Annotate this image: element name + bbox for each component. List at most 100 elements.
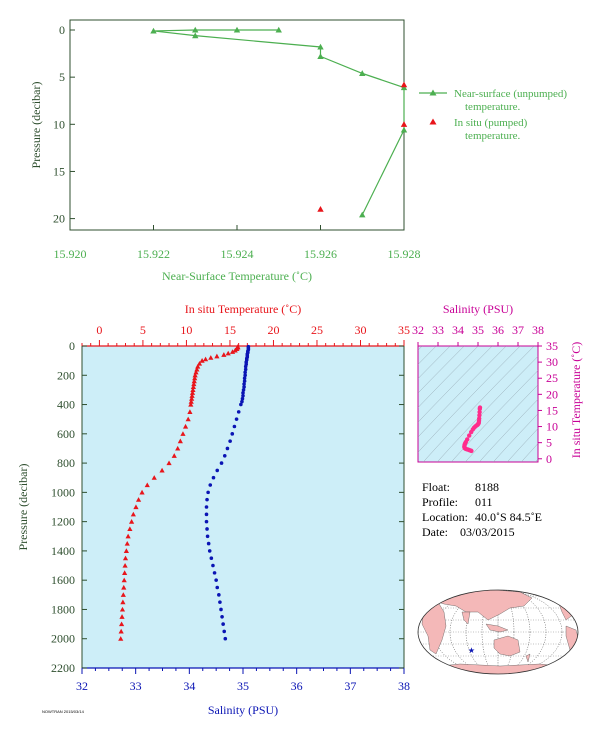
temperature-profile-points: [118, 344, 241, 641]
temperature-point: [129, 519, 135, 524]
profile-chart: 0200400600800100012001400160018002000220…: [16, 302, 410, 717]
temperature-axis-title: In situ Temperature (˚C): [185, 302, 302, 316]
temperature-point: [151, 475, 157, 480]
salinity-point: [243, 364, 248, 369]
salinity-point: [212, 571, 217, 575]
new-zealand-landmass: [525, 653, 531, 663]
salinity-point: [205, 534, 210, 539]
temperature-tick-label: 0: [96, 323, 102, 337]
salinity-point: [236, 410, 241, 414]
near-surface-x-axis-title: Near-Surface Temperature (˚C): [162, 269, 312, 283]
temperature-point: [119, 614, 125, 619]
ts-point: [467, 433, 472, 438]
temperature-point: [122, 562, 128, 568]
profile-temperature-ticks: 0 5 10 15 20 25 30 35: [81, 323, 410, 346]
temperature-point: [180, 431, 186, 436]
ts-y-tick-label: 35: [546, 339, 558, 353]
temperature-point: [120, 599, 126, 605]
pressure-tick-label: 1600: [51, 573, 75, 587]
temperature-point: [119, 606, 126, 612]
temperature-point: [144, 482, 150, 488]
map-meridian: [465, 590, 531, 674]
temperature-point: [121, 577, 127, 583]
pressure-tick-label: 0: [69, 339, 75, 353]
pressure-tick-label: 1200: [51, 515, 75, 529]
salinity-point: [223, 636, 228, 641]
temperature-point: [139, 489, 145, 495]
salinity-point: [208, 483, 213, 487]
salinity-point: [243, 373, 247, 378]
indonesia-landmass: [485, 623, 509, 633]
legend-unpumped-line2: temperature.: [465, 101, 521, 113]
near-surface-y-ticks: 0 5 10 15 20: [53, 23, 75, 226]
temperature-point: [199, 358, 205, 363]
temperature-point: [124, 540, 130, 546]
salinity-point: [242, 382, 246, 386]
salinity-point: [242, 376, 247, 381]
profile-y-axis-title: Pressure (decibar): [16, 464, 30, 551]
ts-x-tick-label: 34: [452, 323, 464, 337]
temperature-point: [187, 409, 193, 414]
ts-x-tick-label: 37: [512, 323, 524, 337]
temperature-point: [193, 369, 199, 375]
density-contour-line: [507, 428, 538, 462]
temperature-tick-label: 30: [354, 323, 366, 337]
salinity-point: [215, 468, 220, 473]
ts-diagram: 32 33 34 35 36 37 38 0 5 10 15 20 25 30 35 Salinity (…: [412, 302, 583, 466]
ts-x-tick-label: 35: [472, 323, 484, 337]
unpumped-point: [359, 70, 366, 76]
temperature-point: [221, 352, 227, 357]
density-contour-line: [493, 413, 538, 462]
ts-y-tick-label: 0: [546, 452, 552, 466]
salinity-tick-label: 32: [76, 679, 88, 693]
density-contour-line: [479, 398, 538, 462]
ts-point: [477, 406, 482, 412]
map-meridian: [481, 590, 515, 674]
unpumped-point: [275, 26, 282, 33]
salinity-point: [241, 391, 245, 395]
temperature-tick-label: 5: [140, 323, 146, 337]
x-tick-label: 15.920: [54, 247, 87, 261]
pumped-point: [400, 121, 408, 127]
temperature-point: [192, 372, 198, 378]
temperature-tick-label: 10: [180, 323, 192, 337]
temperature-point: [214, 353, 220, 359]
ts-x-tick-label: 32: [412, 323, 424, 337]
ts-x-axis-title: Salinity (PSU): [443, 302, 513, 316]
salinity-point: [206, 490, 210, 495]
salinity-point: [206, 541, 211, 546]
ts-y-tick-label: 20: [546, 387, 558, 401]
temperature-tick-label: 20: [267, 323, 279, 337]
near-surface-plot-frame: [69, 19, 405, 231]
ts-y-tick-label: 10: [546, 420, 558, 434]
x-tick-label: 15.924: [221, 247, 254, 261]
density-contour-line: [418, 346, 479, 408]
pressure-tick-label: 1400: [51, 544, 75, 558]
unpumped-line: [153, 29, 405, 216]
salinity-point: [232, 424, 237, 429]
salinity-point: [240, 396, 245, 401]
density-contour-line: [521, 443, 538, 462]
temperature-point: [190, 384, 196, 390]
unpumped-point: [150, 27, 157, 34]
pressure-tick-label: 1000: [51, 485, 75, 499]
salinity-point: [222, 629, 227, 634]
salinity-point: [205, 497, 209, 502]
temperature-point: [118, 621, 125, 627]
salinity-tick-label: 36: [291, 679, 303, 693]
ts-x-tick-label: 36: [492, 323, 504, 337]
near-surface-series: [150, 26, 408, 218]
unpumped-point: [359, 211, 366, 218]
temperature-point: [125, 533, 131, 539]
australia-landmass: [493, 635, 521, 657]
pumped-point: [317, 205, 324, 212]
salinity-point: [204, 519, 209, 524]
x-tick-label: 15.928: [388, 247, 421, 261]
salinity-point: [211, 475, 216, 480]
salinity-point: [230, 432, 235, 436]
density-contour-line: [423, 346, 535, 462]
profile-value: 011: [475, 495, 493, 509]
salinity-point: [243, 370, 247, 375]
temperature-point: [171, 453, 177, 458]
salinity-tick-label: 33: [130, 679, 142, 693]
